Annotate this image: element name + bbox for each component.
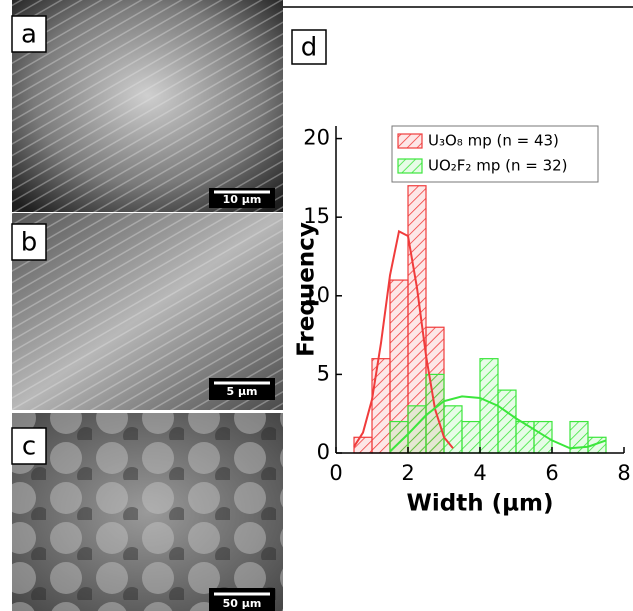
y-tick-label: 0 [317,440,330,464]
histogram-bar [444,406,462,453]
histogram-bar [462,422,480,453]
sem-image-a: a 10 µm [12,0,283,212]
histogram-bar [354,437,372,453]
legend-label: UO₂F₂ mp (n = 32) [428,157,568,175]
legend-label: U₃O₈ mp (n = 43) [428,132,559,150]
scale-bar-label: 5 µm [226,385,257,398]
scale-bar-label: 50 µm [223,597,262,610]
legend-swatch [398,159,422,173]
histogram-bar [480,359,498,453]
histogram-bar [516,422,534,453]
panel-label: c [22,432,36,462]
x-tick-label: 6 [545,461,558,485]
x-tick-label: 2 [401,461,414,485]
sem-image-c: c 50 µm [12,413,283,611]
y-tick-label: 5 [317,361,330,385]
x-tick-label: 8 [617,461,630,485]
panel-label: a [21,20,37,50]
y-axis-label: Frequency [294,222,320,357]
y-tick-label: 20 [303,126,330,150]
histogram-bar [498,390,516,453]
legend-swatch [398,134,422,148]
histogram-bar [534,422,552,453]
sem-image-b: b 5 µm [12,213,283,410]
figure: a 10 µm b 5 µm c 50 µm d 0510152002468Wi… [0,0,633,611]
x-tick-label: 4 [473,461,486,485]
scale-bar-label: 10 µm [223,193,262,206]
histogram-bar [408,406,426,453]
panel-label: b [21,228,38,258]
histogram-bar [372,359,390,453]
x-tick-label: 0 [329,461,342,485]
x-axis-label: Width (µm) [406,491,553,517]
panel-label: d [301,33,318,63]
